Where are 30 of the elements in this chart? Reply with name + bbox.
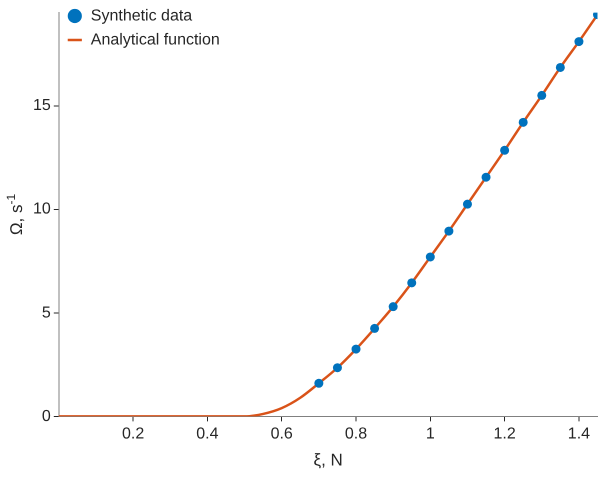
point [444, 226, 454, 236]
point [352, 344, 361, 354]
point [574, 37, 584, 46]
y-tick-label: 0 [42, 408, 51, 425]
x-tick-label: 0.8 [344, 425, 368, 442]
x-tick-label: 1.4 [568, 425, 590, 442]
point [518, 118, 528, 127]
point [332, 363, 342, 372]
point [314, 378, 324, 388]
point [426, 252, 435, 262]
point [407, 278, 416, 288]
point [500, 146, 510, 155]
legend-label: Synthetic data [90, 7, 192, 24]
y-tick-label: 15 [33, 97, 51, 114]
point [388, 302, 398, 312]
point [482, 172, 491, 182]
x-tick-label: 0.6 [270, 425, 293, 442]
y-axis-title: Ω, s-1 [4, 194, 26, 236]
point [462, 200, 472, 209]
x-axis-title: ξ, N [313, 450, 343, 470]
point [370, 324, 380, 333]
y-tick-label: 5 [42, 304, 51, 322]
point [556, 62, 565, 72]
x-tick-label: 1.2 [493, 425, 516, 442]
x-tick-label: 1 [426, 425, 435, 442]
x-tick-label: 0.2 [122, 425, 144, 442]
legend-label: Analytical function [90, 31, 220, 48]
x-tick-label: 0.4 [196, 425, 219, 442]
y-tick-label: 10 [33, 200, 51, 218]
point [537, 90, 546, 100]
